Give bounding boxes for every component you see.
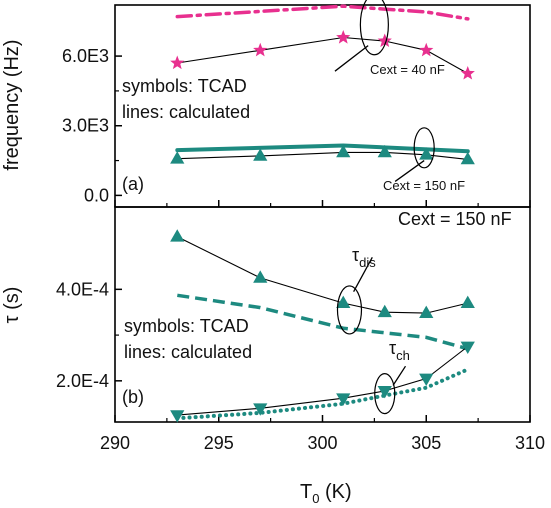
tcad-marker-a-3 [253,148,268,161]
tcad-marker-b-0 [336,295,351,308]
y-tick-label-b: 4.0E-4 [56,279,109,299]
tcad-marker-b-2 [419,373,434,387]
annotation-cext-150-a: Cext = 150 nF [383,178,465,193]
y-tick-label-a: 6.0E3 [62,46,109,66]
tcad-line-a-1 [177,36,469,74]
panel-b-label: (b) [122,387,144,407]
annotation-ellipse-tau-dis [336,285,363,335]
legend-b-lines: lines: calculated [124,342,252,362]
calculated-line-a-0 [175,4,470,21]
y-tick-label-a: 0.0 [84,185,109,205]
x-tick-label: 305 [411,433,441,453]
calculated-line-b-1 [177,293,469,351]
panel-a-label: (a) [122,174,144,194]
tcad-marker-a-1 [377,33,392,48]
tcad-marker-a-3 [419,147,434,160]
x-axis-label: T0 (K) [300,481,352,506]
annotation-arrow-40nf [334,45,369,72]
tcad-marker-a-1 [419,42,434,57]
x-tick-label: 290 [100,433,130,453]
tcad-marker-a-1 [253,42,268,57]
x-tick-label: 310 [515,433,545,453]
tcad-line-b-0 [177,236,468,314]
calculated-line-b-3 [175,367,470,421]
annotation-cext-150-b: Cext = 150 nF [398,209,512,229]
x-tick-label: 295 [204,433,234,453]
tcad-marker-b-0 [460,295,475,308]
tcad-marker-a-1 [170,55,185,70]
tcad-marker-a-3 [336,144,351,158]
y-tick-label-a: 3.0E3 [62,116,109,136]
tcad-marker-b-2 [460,341,475,355]
tcad-marker-a-1 [460,65,475,80]
legend-a-symbols: symbols: TCAD [122,76,247,96]
tcad-marker-a-3 [377,144,392,158]
legend-a-lines: lines: calculated [122,102,250,122]
panel-b: 2.0E-4 4.0E-4 290 295 300 305 310 [56,206,545,453]
legend-b-symbols: symbols: TCAD [124,316,249,336]
tcad-marker-b-0 [170,229,185,242]
tcad-marker-b-0 [419,305,434,319]
tcad-marker-b-2 [377,386,392,399]
tcad-marker-b-2 [336,393,351,406]
annotation-arrow-150nf [394,160,425,182]
annotation-ellipse-40nf [359,0,389,56]
annotation-arrow-tau-dis [353,257,373,292]
tcad-marker-a-3 [460,151,475,165]
y-axis-label-frequency: frequency (Hz) [1,39,23,170]
annotation-ellipse-tau-ch [374,373,396,415]
tcad-marker-b-2 [253,403,268,416]
annotation-tau-ch: τch [389,338,410,363]
calculated-line-a-2 [175,143,470,154]
x-tick-label: 300 [307,433,337,453]
tcad-marker-b-0 [253,270,268,283]
y-tick-label-b: 2.0E-4 [56,371,109,391]
annotation-cext-40: Cext = 40 nF [370,62,445,77]
annotation-tau-dis: τdis [352,245,376,270]
annotation-arrow-tau-ch [392,365,407,386]
tcad-marker-a-3 [170,151,185,164]
tcad-marker-b-0 [377,304,392,318]
y-axis-label-tau: τ (s) [1,287,23,324]
tcad-marker-a-1 [336,30,351,44]
tcad-line-b-2 [177,346,469,416]
annotation-ellipse-150nf [413,127,435,169]
